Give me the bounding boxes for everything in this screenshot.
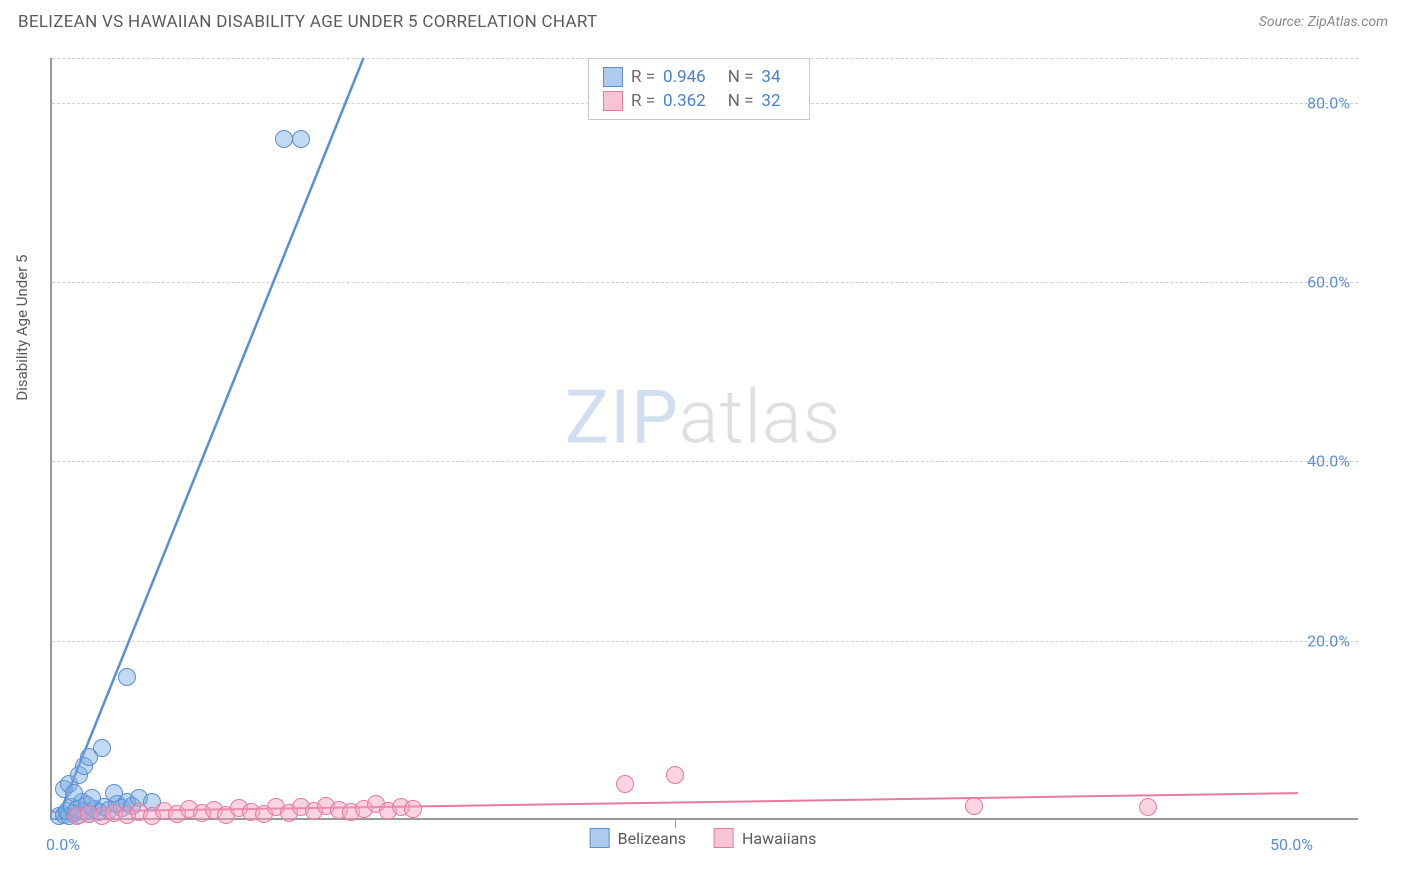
y-tick-label: 20.0%: [1307, 631, 1350, 650]
legend-item-blue: Belizeans: [590, 828, 686, 848]
watermark-zip: ZIP: [565, 375, 679, 462]
legend-r-label: R =: [631, 67, 655, 87]
data-point-blue: [105, 784, 123, 802]
legend-r-value: 0.362: [663, 91, 706, 111]
gridline: [52, 282, 1358, 283]
legend-item-pink: Hawaiians: [714, 828, 816, 848]
trend-lines: [48, 50, 1358, 850]
source-name: ZipAtlas.com: [1308, 14, 1388, 30]
legend-n-value: 32: [761, 91, 780, 111]
source-prefix: Source:: [1259, 14, 1308, 30]
chart-area: Disability Age Under 5 ZIPatlas R =0.946…: [48, 50, 1358, 850]
legend-n-label: N =: [728, 91, 754, 111]
data-point-pink: [616, 775, 634, 793]
legend-swatch-pink: [714, 828, 734, 848]
legend-item-label: Belizeans: [618, 829, 686, 848]
legend-series: Belizeans Hawaiians: [590, 828, 817, 848]
data-point-pink: [965, 797, 983, 815]
y-tick-label: 40.0%: [1307, 452, 1350, 471]
y-axis-label: Disability Age Under 5: [13, 255, 31, 401]
legend-row-pink: R = 0.362 N = 32: [603, 89, 795, 113]
legend-item-label: Hawaiians: [742, 829, 816, 848]
data-point-blue: [93, 739, 111, 757]
y-tick-label: 80.0%: [1307, 93, 1350, 112]
legend-swatch-pink: [603, 91, 623, 111]
legend-row-blue: R = 0.946 N = 34: [603, 65, 795, 89]
watermark: ZIPatlas: [565, 375, 841, 462]
chart-title: BELIZEAN VS HAWAIIAN DISABILITY AGE UNDE…: [18, 12, 597, 32]
x-tick-mark: [675, 818, 676, 828]
x-tick-label: 50.0%: [1270, 835, 1313, 854]
legend-n-label: N =: [728, 67, 754, 87]
legend-swatch-blue: [590, 828, 610, 848]
x-tick-label: 0.0%: [46, 835, 80, 854]
data-point-blue: [292, 130, 310, 148]
legend-r-label: R =: [631, 91, 655, 111]
legend-n-value: 34: [761, 67, 780, 87]
data-point-blue: [118, 668, 136, 686]
legend-correlation-box: R = 0.946 N = 34 R = 0.362 N = 32: [588, 58, 810, 120]
data-point-pink: [666, 766, 684, 784]
legend-r-value: 0.946: [663, 67, 706, 87]
data-point-blue: [83, 789, 101, 807]
data-point-blue: [275, 130, 293, 148]
data-point-blue: [65, 784, 83, 802]
y-axis-line: [50, 58, 52, 820]
y-tick-label: 60.0%: [1307, 273, 1350, 292]
gridline: [52, 461, 1358, 462]
source-attribution: Source: ZipAtlas.com: [1259, 14, 1388, 30]
data-point-pink: [1139, 798, 1157, 816]
legend-swatch-blue: [603, 67, 623, 87]
data-point-pink: [404, 800, 422, 818]
watermark-atlas: atlas: [679, 375, 841, 462]
gridline: [52, 641, 1358, 642]
trend-line-blue: [57, 58, 364, 820]
